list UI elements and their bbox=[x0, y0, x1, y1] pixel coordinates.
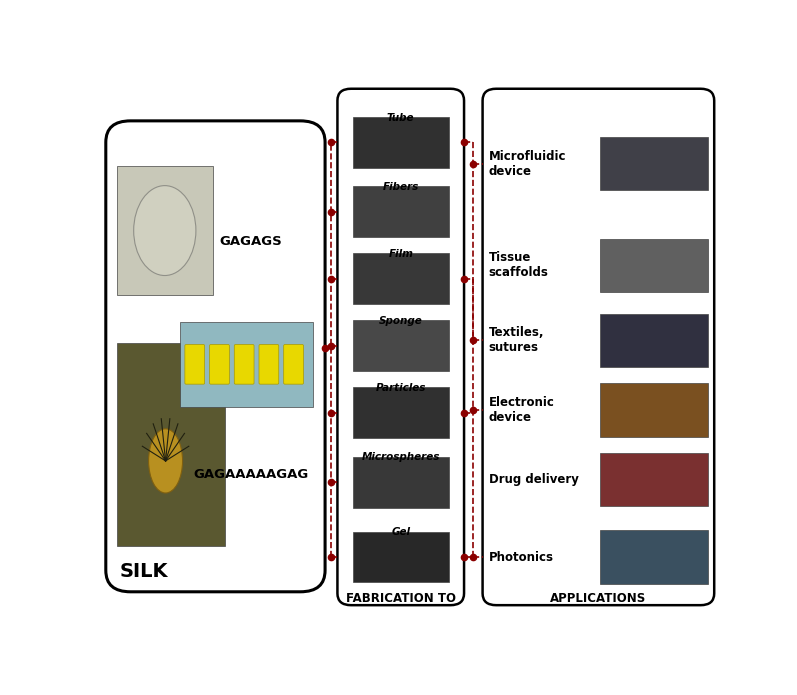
Ellipse shape bbox=[134, 186, 196, 275]
FancyBboxPatch shape bbox=[106, 121, 325, 592]
Bar bbox=[353, 532, 449, 582]
Bar bbox=[600, 313, 708, 367]
Bar bbox=[600, 137, 708, 190]
Text: Gel: Gel bbox=[391, 528, 410, 537]
Text: Fibers: Fibers bbox=[383, 182, 419, 192]
Bar bbox=[353, 320, 449, 371]
Bar bbox=[353, 117, 449, 167]
Text: Particles: Particles bbox=[375, 383, 426, 393]
Text: SILK: SILK bbox=[120, 562, 168, 581]
Bar bbox=[600, 530, 708, 584]
Text: Tissue
scaffolds: Tissue scaffolds bbox=[489, 252, 548, 279]
Text: FABRICATION TO: FABRICATION TO bbox=[346, 592, 456, 605]
Bar bbox=[353, 457, 449, 507]
FancyBboxPatch shape bbox=[284, 345, 304, 384]
FancyBboxPatch shape bbox=[259, 345, 279, 384]
Bar bbox=[353, 253, 449, 304]
FancyBboxPatch shape bbox=[482, 89, 714, 605]
Text: Photonics: Photonics bbox=[489, 550, 554, 564]
Bar bbox=[117, 166, 213, 295]
Bar bbox=[180, 322, 312, 407]
Text: Tube: Tube bbox=[387, 113, 414, 122]
FancyBboxPatch shape bbox=[210, 345, 230, 384]
Text: Sponge: Sponge bbox=[379, 316, 422, 326]
Bar bbox=[600, 383, 708, 436]
Text: Drug delivery: Drug delivery bbox=[489, 473, 579, 486]
Text: Electronic
device: Electronic device bbox=[489, 396, 555, 424]
Text: GAGAGS: GAGAGS bbox=[220, 235, 282, 248]
Text: APPLICATIONS: APPLICATIONS bbox=[550, 592, 646, 605]
Bar bbox=[117, 343, 225, 546]
Text: GAGAAAAAGAG: GAGAAAAAGAG bbox=[194, 468, 308, 480]
Bar bbox=[353, 186, 449, 237]
Text: Microspheres: Microspheres bbox=[362, 452, 440, 462]
Ellipse shape bbox=[148, 429, 183, 493]
Bar bbox=[600, 452, 708, 506]
FancyBboxPatch shape bbox=[185, 345, 205, 384]
Text: Microfluidic
device: Microfluidic device bbox=[489, 149, 566, 178]
FancyBboxPatch shape bbox=[337, 89, 464, 605]
FancyBboxPatch shape bbox=[234, 345, 254, 384]
Bar bbox=[600, 238, 708, 292]
Text: Textiles,
sutures: Textiles, sutures bbox=[489, 326, 544, 354]
Text: Film: Film bbox=[388, 249, 413, 259]
Bar bbox=[353, 387, 449, 438]
